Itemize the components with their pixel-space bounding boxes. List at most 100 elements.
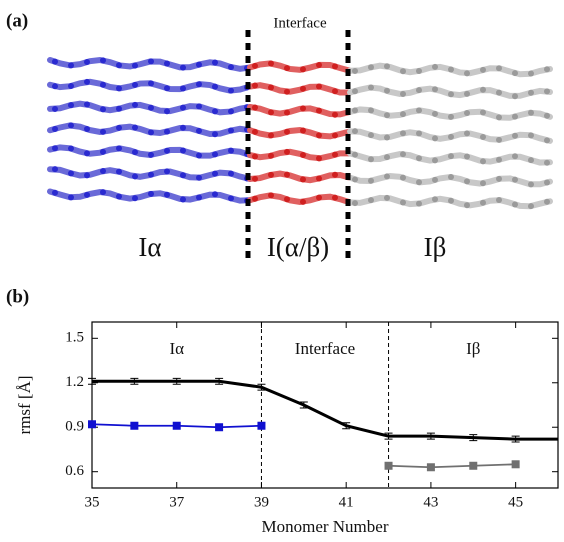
atom [148,58,154,65]
atom [68,145,74,152]
atom [416,87,422,94]
atom [464,178,470,185]
atom [316,83,322,90]
atom [100,81,106,88]
atom [268,171,274,178]
atom [268,60,274,67]
atom [496,156,502,163]
plot-frame [91,321,559,489]
atom [116,85,122,92]
interface-label: Interface [273,15,327,31]
atom [352,151,358,158]
atom [332,63,338,70]
atom [100,128,106,135]
atom [196,127,202,134]
atom [480,199,486,206]
atom [416,130,422,137]
atom [196,103,202,110]
atom [512,176,518,183]
error-bar [469,434,478,442]
atom [316,107,322,114]
atom [284,196,290,203]
atom [252,82,258,89]
atom [480,66,486,73]
error-bar [257,383,266,391]
atom [212,170,218,177]
atom [148,151,154,158]
atom [268,152,274,159]
atom [544,159,550,166]
atom [284,171,290,178]
atom [432,86,438,93]
atom [384,173,390,180]
atom [384,87,390,94]
y-axis-label: rmsf [Å] [15,375,34,434]
atom [544,198,550,205]
atom [316,194,322,201]
x-tick-label: 43 [423,494,438,510]
atom [180,172,186,179]
atom [528,109,534,116]
atom [196,152,202,159]
marker [88,420,96,429]
atom [228,195,234,202]
atom [252,128,258,135]
atom [332,132,338,139]
atom [384,134,390,141]
error-bar [511,435,520,443]
atom [132,81,138,88]
atom [180,104,186,111]
atom [148,104,154,111]
atom [432,196,438,203]
error-bar [215,377,224,385]
atom [512,93,518,100]
atom [496,136,502,143]
atom [544,66,550,73]
error-bar [172,377,181,385]
atom [332,111,338,118]
atom [68,62,74,69]
atom [252,175,258,182]
atom [52,126,58,133]
atom [284,109,290,116]
region-label: Interface [295,339,355,358]
atom [400,174,406,181]
atom [84,59,90,66]
atom [368,177,374,184]
molecule-image [47,56,553,210]
atom [228,127,234,134]
atom [496,114,502,121]
atom [432,176,438,183]
x-tick-label: 39 [254,494,269,510]
error-bar [426,432,435,440]
atom [68,82,74,89]
atom [132,62,138,69]
atom [300,176,306,183]
atom [300,66,306,73]
marker [257,421,266,430]
atom [300,105,306,112]
atom [68,102,74,109]
atom [252,104,258,111]
atom [196,194,202,201]
atom [352,68,358,75]
atom [52,83,58,90]
atom [228,64,234,71]
atom [316,62,322,69]
marker [426,463,435,472]
atom [368,132,374,139]
atom [432,63,438,70]
atom [164,108,170,115]
atom [116,105,122,112]
atom [400,68,406,75]
x-tick-label: 41 [339,494,354,510]
atom [400,111,406,118]
atom [132,124,138,131]
atom [480,158,486,165]
region-label: I(α/β) [267,232,329,262]
atom [180,124,186,131]
atom [68,122,74,129]
atom [316,155,322,162]
atom [132,101,138,108]
